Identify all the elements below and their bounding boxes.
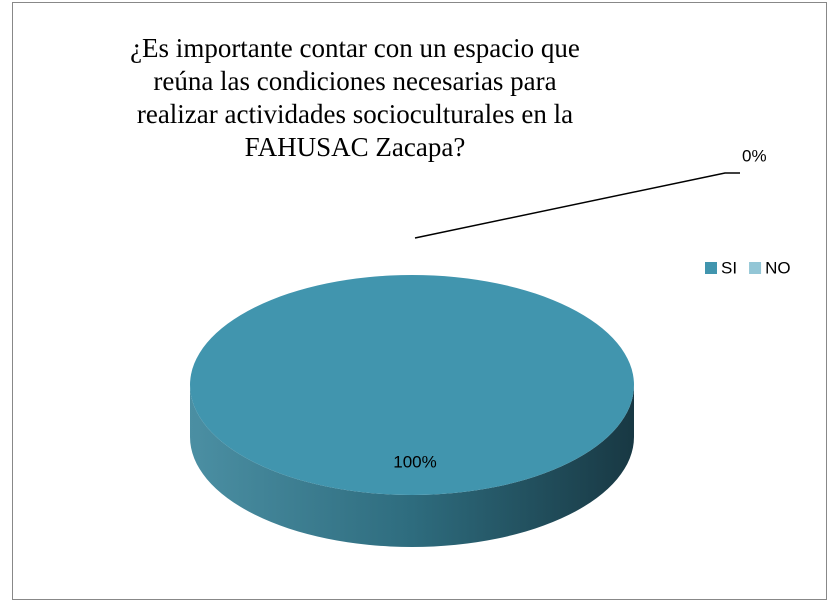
legend-label: NO — [765, 258, 791, 277]
leader-line — [414, 172, 740, 239]
chart-frame — [12, 2, 827, 600]
legend-swatch — [749, 262, 762, 274]
chart-title: ¿Es importante contar con un espacio que… — [130, 33, 580, 162]
data-label: 0% — [742, 146, 767, 165]
legend-label: SI — [721, 258, 737, 277]
pie-slice — [190, 275, 634, 495]
data-label: 100% — [393, 452, 436, 471]
pie-side — [190, 385, 634, 547]
legend-swatch — [705, 262, 717, 274]
